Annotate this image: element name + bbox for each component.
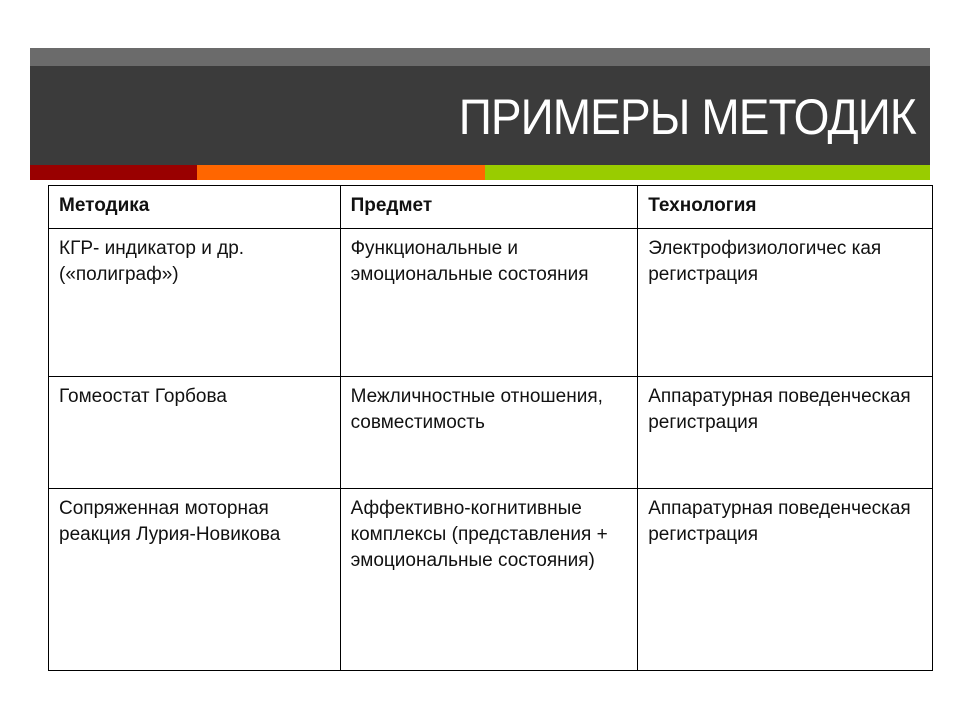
cell-text: Сопряженная моторная реакция Лурия-Новик… xyxy=(59,498,281,545)
accent-bar-red xyxy=(30,165,197,180)
header-method: Методика xyxy=(48,185,341,229)
cell-text: Электрофизиологичес кая регистрация xyxy=(648,238,882,285)
cell-text: Гомеостат Горбова xyxy=(59,386,227,407)
table-cell: Гомеостат Горбова xyxy=(48,376,341,489)
cell-text: КГР- индикатор и др. («полиграф») xyxy=(59,238,245,285)
accent-bar-orange xyxy=(197,165,485,180)
slide-title: ПРИМЕРЫ МЕТОДИК xyxy=(458,89,917,145)
cell-text: Межличностные отношения, совместимость xyxy=(350,386,603,433)
table-row: Гомеостат Горбова Межличностные отношени… xyxy=(48,376,933,489)
top-band xyxy=(30,48,930,66)
table-cell: Электрофизиологичес кая регистрация xyxy=(637,228,933,377)
header-subject: Предмет xyxy=(339,185,639,229)
table-cell: Аппаратурная поведенческая регистрация xyxy=(637,376,933,489)
table-row: Сопряженная моторная реакция Лурия-Новик… xyxy=(48,488,933,671)
methods-table: Методика Предмет Технология КГР- индикат… xyxy=(48,185,933,671)
header-technology: Технология xyxy=(637,185,933,229)
cell-text: Аппаратурная поведенческая регистрация xyxy=(648,498,911,545)
accent-bar-green xyxy=(485,165,930,180)
table-cell: Аффективно-когнитивные комплексы (предст… xyxy=(339,488,639,671)
table-cell: Функциональные и эмоциональные состояния xyxy=(339,228,639,377)
table-cell: Аппаратурная поведенческая регистрация xyxy=(637,488,933,671)
table-row: КГР- индикатор и др. («полиграф») Функци… xyxy=(48,228,933,377)
table-header-row: Методика Предмет Технология xyxy=(48,185,933,229)
cell-text: Аппаратурная поведенческая регистрация xyxy=(648,386,911,433)
table-cell: Сопряженная моторная реакция Лурия-Новик… xyxy=(48,488,341,671)
cell-text: Аффективно-когнитивные комплексы (предст… xyxy=(350,498,608,571)
table-cell: Межличностные отношения, совместимость xyxy=(339,376,639,489)
table-cell: КГР- индикатор и др. («полиграф») xyxy=(48,228,341,377)
cell-text: Функциональные и эмоциональные состояния xyxy=(350,238,589,285)
title-bar: ПРИМЕРЫ МЕТОДИК xyxy=(30,66,930,165)
